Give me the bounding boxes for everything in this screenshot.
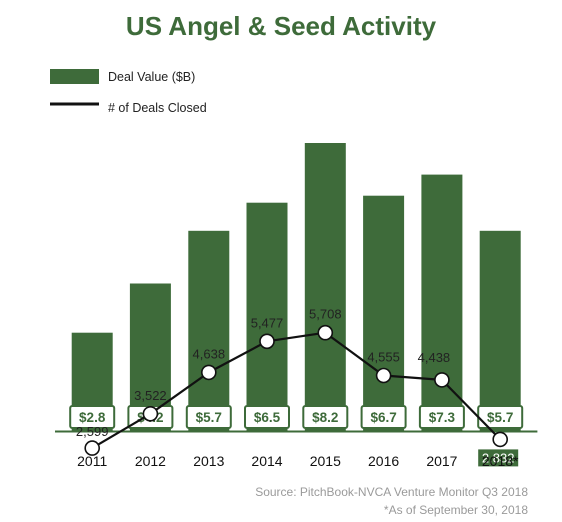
bars-layer: $2.8$4.2$5.7$6.5$8.2$6.7$7.3$5.7 — [55, 143, 538, 433]
legend: Deal Value ($B) # of Deals Closed — [50, 69, 207, 115]
deals-value-label: 5,477 — [251, 315, 284, 330]
bar-value-box — [69, 405, 116, 429]
bar-value-box — [244, 405, 290, 429]
bar-value-box — [302, 405, 349, 429]
deals-value-label: 5,708 — [309, 307, 342, 322]
footnote: *As of September 30, 2018 — [384, 503, 528, 517]
deals-value-label: 2,599 — [76, 424, 109, 439]
x-tick-label: 2014 — [251, 453, 282, 469]
bar-2015 — [304, 143, 346, 431]
deals-point-2012 — [142, 405, 159, 422]
deals-point-2017 — [434, 372, 450, 388]
deals-value-label: 4,438 — [418, 350, 451, 365]
x-tick-label: 2017 — [426, 453, 457, 469]
bar-value-box — [185, 405, 232, 429]
bar-value-box — [360, 405, 407, 429]
deals-value-label: 3,522 — [134, 388, 167, 403]
x-tick-label: 2013 — [193, 453, 224, 469]
source-note: Source: PitchBook-NVCA Venture Monitor Q… — [255, 485, 528, 499]
bar-value-label: $5.7 — [196, 410, 222, 425]
bar-value-box — [418, 405, 465, 429]
deals-point-2013 — [201, 364, 217, 381]
bar-value-label: $7.3 — [429, 410, 456, 425]
bar-2013 — [188, 230, 230, 431]
bar-2014 — [246, 202, 288, 431]
x-tick-label: 2018* — [482, 453, 519, 469]
deals-line — [91, 331, 501, 450]
bar-2018 — [479, 230, 521, 431]
deals-value-label: 4,555 — [367, 350, 400, 365]
x-tick-label: 2011 — [77, 453, 107, 469]
bar-value-label: $2.8 — [79, 410, 106, 425]
deals-point-2016 — [375, 367, 392, 384]
bar-2016 — [363, 195, 405, 431]
x-tick-label: 2015 — [310, 453, 341, 469]
bar-value-label: $6.5 — [254, 410, 281, 425]
legend-label-deal-value: Deal Value ($B) — [108, 70, 195, 84]
bar-value-label: $8.2 — [312, 410, 338, 425]
deals-point-2018 — [492, 431, 509, 448]
bar-value-label: $6.7 — [370, 410, 396, 425]
deals-line-layer: 2,599 3,522 4,638 5,477 5,708 4,555 4,438 2,832 — [76, 307, 519, 467]
legend-label-deals-closed: # of Deals Closed — [108, 101, 207, 115]
chart-title: US Angel & Seed Activity — [126, 11, 437, 41]
x-tick-label: 2016 — [368, 453, 399, 469]
x-tick-label: 2012 — [135, 453, 166, 469]
deals-value-label: 2,832 — [482, 450, 515, 465]
bar-2017 — [421, 174, 463, 431]
bar-value-label: $5.7 — [487, 410, 513, 425]
deals-label-bg — [478, 449, 519, 467]
legend-swatch-deal-value — [50, 69, 99, 84]
deals-point-2011 — [84, 440, 100, 456]
deals-value-label: 4,638 — [193, 346, 226, 361]
deals-point-2014 — [259, 333, 275, 350]
deals-point-2015 — [317, 324, 334, 341]
x-axis-ticks: 2011 2012 2013 2014 2015 2016 2017 2018* — [77, 453, 519, 469]
